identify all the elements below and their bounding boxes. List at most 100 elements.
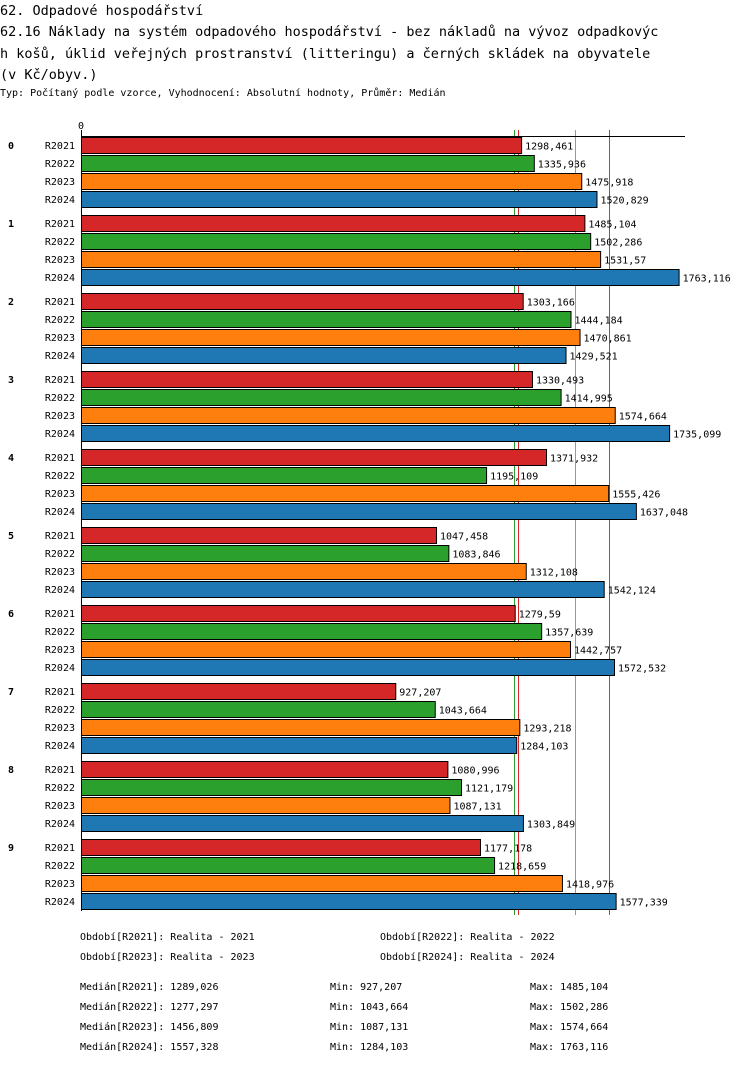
data-label: 1555,426: [612, 490, 660, 501]
data-label: 1502,286: [594, 238, 642, 249]
stat-min: Min: 1284,103: [330, 1042, 409, 1053]
bar-R2021-2: [81, 293, 524, 310]
series-label: R2023: [45, 879, 75, 890]
series-label: R2024: [45, 819, 75, 830]
legend-entry: Období[R2024]: Realita - 2024: [380, 952, 555, 963]
series-label: R2023: [45, 489, 75, 500]
series-label: R2022: [45, 315, 75, 326]
bar-R2021-0: [81, 137, 523, 154]
data-label: 1303,849: [527, 820, 575, 831]
bar-R2023-3: [81, 407, 616, 424]
series-label: R2022: [45, 783, 75, 794]
series-label: R2022: [45, 471, 75, 482]
stat-min: Min: 1043,664: [330, 1002, 409, 1013]
series-label: R2021: [45, 297, 75, 308]
category-label: 0: [8, 141, 14, 152]
bar-R2021-9: [81, 839, 481, 856]
series-label: R2021: [45, 765, 75, 776]
data-label: 1087,131: [453, 802, 501, 813]
legend-entry: Období[R2023]: Realita - 2023: [80, 952, 255, 963]
series-label: R2023: [45, 567, 75, 578]
series-label: R2024: [45, 273, 75, 284]
data-label: 1195,109: [490, 472, 538, 483]
bar-R2024-6: [81, 659, 616, 676]
category-label: 7: [8, 687, 14, 698]
data-label: 1475,918: [585, 178, 633, 189]
stat-median: Medián[R2023]: 1456,809: [80, 1022, 219, 1033]
data-label: 1298,461: [525, 142, 573, 153]
chart-title-line-3: h košů, úklid veřejných prostranství (li…: [0, 46, 651, 62]
category-label: 3: [8, 375, 14, 386]
data-label: 1330,493: [536, 376, 584, 387]
data-label: 1047,458: [440, 532, 488, 543]
bar-R2023-9: [81, 875, 563, 892]
stat-max: Max: 1763,116: [530, 1042, 609, 1053]
data-label: 1574,664: [619, 412, 667, 423]
data-label: 1177,178: [484, 844, 532, 855]
bar-R2021-8: [81, 761, 449, 778]
bar-R2023-0: [81, 173, 583, 190]
category-label: 4: [8, 453, 14, 464]
stat-median: Medián[R2024]: 1557,328: [80, 1042, 219, 1053]
data-label: 1335,936: [538, 160, 586, 171]
stat-median: Medián[R2022]: 1277,297: [80, 1002, 219, 1013]
stat-min: Min: 1087,131: [330, 1022, 409, 1033]
bar-R2024-4: [81, 503, 637, 520]
series-label: R2024: [45, 429, 75, 440]
category-label: 1: [8, 219, 14, 230]
series-label: R2021: [45, 219, 75, 230]
series-label: R2024: [45, 195, 75, 206]
data-label: 1218,659: [498, 862, 546, 873]
bar-R2021-3: [81, 371, 533, 388]
series-label: R2023: [45, 255, 75, 266]
series-label: R2021: [45, 375, 75, 386]
category-label: 2: [8, 297, 14, 308]
data-label: 1485,104: [588, 220, 636, 231]
data-label: 1303,166: [527, 298, 575, 309]
series-label: R2023: [45, 177, 75, 188]
series-label: R2022: [45, 393, 75, 404]
series-label: R2024: [45, 585, 75, 596]
series-label: R2021: [45, 531, 75, 542]
bar-R2022-0: [81, 155, 535, 172]
series-label: R2022: [45, 627, 75, 638]
chart-title-line-4: (v Kč/obyv.): [0, 67, 98, 83]
bar-R2022-8: [81, 779, 463, 796]
bar-R2023-6: [81, 641, 572, 658]
data-label: 1577,339: [620, 898, 668, 909]
bar-R2024-2: [81, 347, 567, 364]
data-label: 1542,124: [608, 586, 656, 597]
bar-R2021-7: [81, 683, 397, 700]
data-label: 1312,108: [530, 568, 578, 579]
data-label: 1121,179: [465, 784, 513, 795]
data-label: 1735,099: [673, 430, 721, 441]
stat-median: Medián[R2021]: 1289,026: [80, 982, 219, 993]
series-label: R2022: [45, 861, 75, 872]
category-label: 8: [8, 765, 14, 776]
x-tick-label: 0: [78, 121, 84, 132]
series-label: R2023: [45, 801, 75, 812]
bar-R2021-5: [81, 527, 438, 544]
data-label: 1763,116: [683, 274, 731, 285]
series-label: R2021: [45, 453, 75, 464]
data-label: 1080,996: [451, 766, 499, 777]
data-label: 1357,639: [545, 628, 593, 639]
series-label: R2021: [45, 843, 75, 854]
series-label: R2024: [45, 507, 75, 518]
legend-entry: Období[R2021]: Realita - 2021: [80, 932, 255, 943]
data-label: 1520,829: [600, 196, 648, 207]
data-label: 1429,521: [570, 352, 618, 363]
series-label: R2023: [45, 645, 75, 656]
data-label: 1279,59: [519, 610, 561, 621]
bar-R2022-7: [81, 701, 436, 718]
bar-R2023-5: [81, 563, 527, 580]
bar-R2024-9: [81, 893, 617, 910]
stat-max: Max: 1574,664: [530, 1022, 609, 1033]
legend-entry: Období[R2022]: Realita - 2022: [380, 932, 555, 943]
bar-R2024-7: [81, 737, 518, 754]
bar-R2023-1: [81, 251, 602, 268]
series-label: R2023: [45, 723, 75, 734]
stat-max: Max: 1502,286: [530, 1002, 609, 1013]
bar-R2024-8: [81, 815, 524, 832]
